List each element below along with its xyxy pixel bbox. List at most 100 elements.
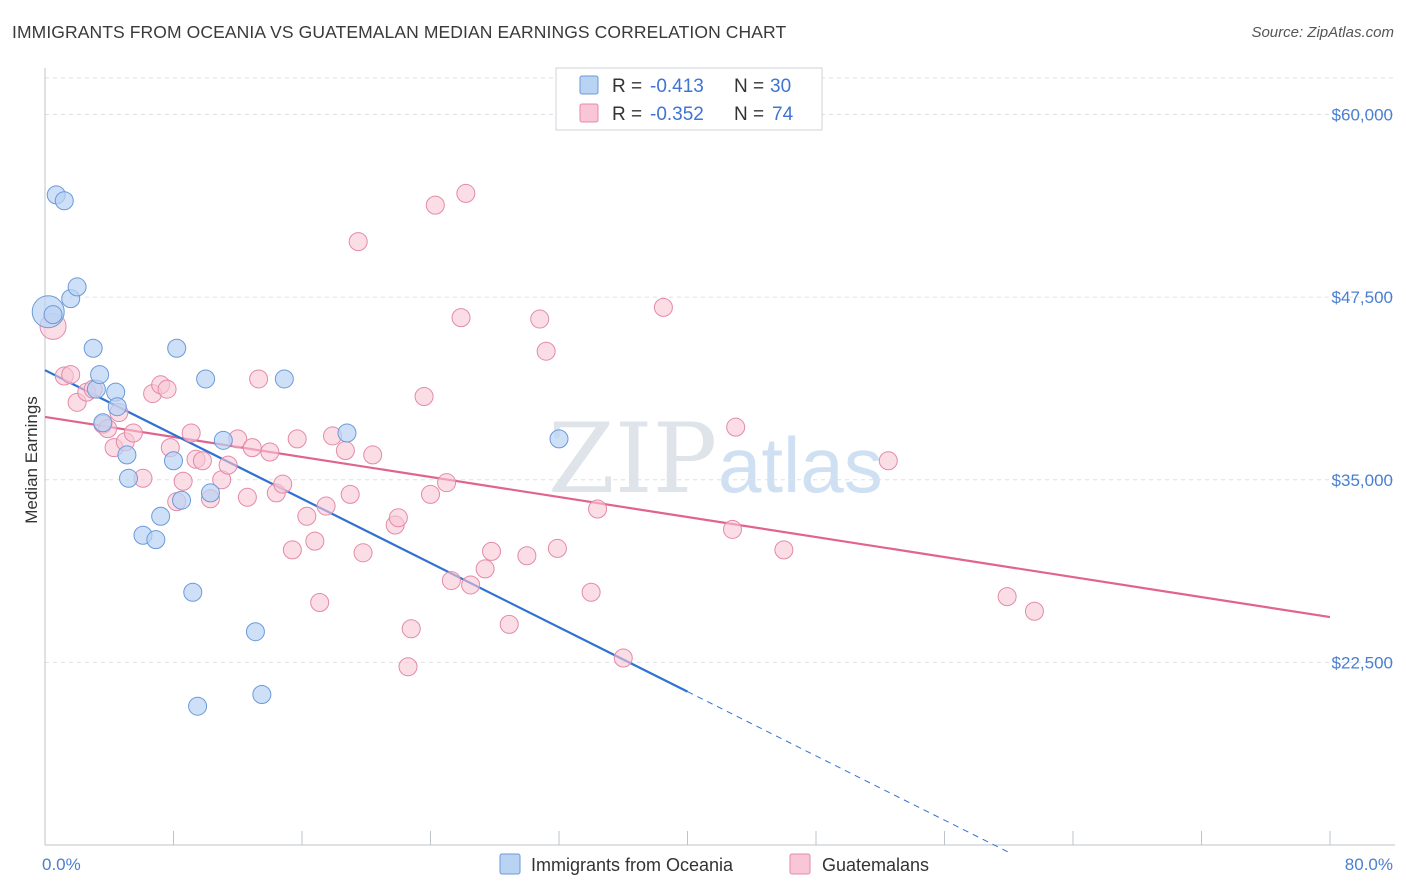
- point-guatemalans: [218, 455, 238, 475]
- legend-n-label: N =: [734, 76, 764, 97]
- point-guatemalans: [297, 506, 317, 526]
- point-guatemalans: [653, 297, 673, 317]
- point-guatemalans: [363, 445, 383, 465]
- point-oceania: [151, 506, 171, 526]
- point-oceania: [200, 483, 220, 503]
- point-guatemalans: [123, 423, 143, 443]
- point-guatemalans: [499, 614, 519, 634]
- legend-r-value: -0.413: [650, 76, 704, 97]
- point-guatemalans: [774, 540, 794, 560]
- point-guatemalans: [310, 592, 330, 612]
- x-tick-label: 80.0%: [1345, 855, 1393, 874]
- point-guatemalans: [878, 451, 898, 471]
- point-oceania: [252, 685, 272, 705]
- series-legend: Immigrants from Oceania Guatemalans: [499, 853, 929, 875]
- point-guatemalans: [517, 546, 537, 566]
- point-oceania: [83, 338, 103, 358]
- point-guatemalans: [547, 538, 567, 558]
- series-swatch-guatemalans: [789, 853, 811, 875]
- point-guatemalans: [273, 474, 293, 494]
- watermark-atlas: atlas: [718, 421, 883, 509]
- legend-n-label: N =: [734, 104, 764, 125]
- point-guatemalans: [192, 451, 212, 471]
- point-guatemalans: [353, 543, 373, 563]
- point-guatemalans: [388, 508, 408, 528]
- point-guatemalans: [722, 519, 742, 539]
- point-oceania: [337, 423, 357, 443]
- legend-r-label: R =: [612, 76, 642, 97]
- point-oceania: [107, 397, 127, 417]
- point-guatemalans: [441, 571, 461, 591]
- point-guatemalans: [613, 648, 633, 668]
- chart-title: IMMIGRANTS FROM OCEANIA VS GUATEMALAN ME…: [12, 22, 787, 42]
- point-guatemalans: [260, 442, 280, 462]
- point-guatemalans: [335, 441, 355, 461]
- point-oceania: [164, 451, 183, 471]
- legend-n-value: 30: [770, 76, 791, 97]
- point-guatemalans: [157, 379, 177, 399]
- axes: [44, 68, 1395, 846]
- y-tick-label: $47,500: [1332, 288, 1393, 307]
- y-tick-labels: $22,500 $35,000 $47,500 $60,000: [1332, 106, 1393, 673]
- legend-r-value: -0.352: [650, 104, 704, 125]
- point-guatemalans: [287, 429, 307, 449]
- x-tick-labels: 0.0% 80.0%: [42, 855, 1393, 874]
- point-oceania: [117, 445, 137, 465]
- point-guatemalans: [348, 232, 368, 252]
- point-guatemalans: [305, 531, 325, 551]
- point-guatemalans: [482, 541, 502, 561]
- point-guatemalans: [173, 471, 193, 491]
- point-guatemalans: [437, 473, 457, 493]
- point-oceania: [54, 191, 74, 211]
- point-guatemalans: [425, 195, 445, 215]
- data-points: [31, 183, 1044, 716]
- watermark-zip: ZIP: [548, 403, 717, 515]
- point-oceania: [188, 696, 208, 716]
- point-oceania: [245, 622, 265, 642]
- y-tick-label: $35,000: [1332, 471, 1393, 490]
- trend-line-oceania: [44, 369, 688, 693]
- point-oceania: [67, 277, 87, 297]
- point-guatemalans: [181, 423, 201, 443]
- point-guatemalans: [340, 484, 360, 504]
- source-credit: Source: ZipAtlas.com: [1251, 24, 1394, 41]
- point-guatemalans: [282, 540, 302, 560]
- x-tick-label: 0.0%: [42, 855, 81, 874]
- point-guatemalans: [242, 438, 262, 458]
- y-axis-label: Median Earnings: [22, 396, 41, 524]
- point-guatemalans: [997, 587, 1017, 607]
- point-oceania: [196, 369, 216, 389]
- point-oceania: [183, 582, 203, 602]
- point-oceania: [146, 530, 166, 550]
- point-guatemalans: [456, 183, 476, 203]
- legend-n-value: 74: [772, 104, 794, 125]
- point-guatemalans: [536, 341, 556, 361]
- point-oceania: [90, 365, 110, 385]
- point-oceania: [43, 305, 63, 325]
- point-guatemalans: [414, 386, 434, 406]
- legend-box: [555, 67, 823, 131]
- legend-swatch-guatemalans: [579, 103, 599, 123]
- point-guatemalans: [1024, 601, 1044, 621]
- trend-line-oceania-extension: [687, 691, 1009, 853]
- point-oceania: [172, 490, 192, 510]
- series-label-oceania: Immigrants from Oceania: [531, 855, 734, 875]
- watermark: ZIP atlas: [548, 403, 883, 515]
- point-guatemalans: [451, 308, 471, 328]
- point-guatemalans: [475, 559, 495, 579]
- point-guatemalans: [581, 582, 601, 602]
- point-guatemalans: [726, 417, 746, 437]
- point-guatemalans: [461, 575, 481, 595]
- point-oceania: [274, 369, 294, 389]
- point-guatemalans: [588, 499, 608, 519]
- series-label-guatemalans: Guatemalans: [822, 855, 929, 875]
- legend-r-label: R =: [612, 104, 642, 125]
- point-guatemalans: [61, 365, 81, 385]
- point-oceania: [549, 429, 569, 449]
- legend-swatch-oceania: [579, 75, 599, 95]
- point-guatemalans: [398, 657, 418, 677]
- y-tick-label: $22,500: [1332, 653, 1393, 672]
- point-oceania: [93, 413, 113, 433]
- point-oceania: [167, 338, 187, 358]
